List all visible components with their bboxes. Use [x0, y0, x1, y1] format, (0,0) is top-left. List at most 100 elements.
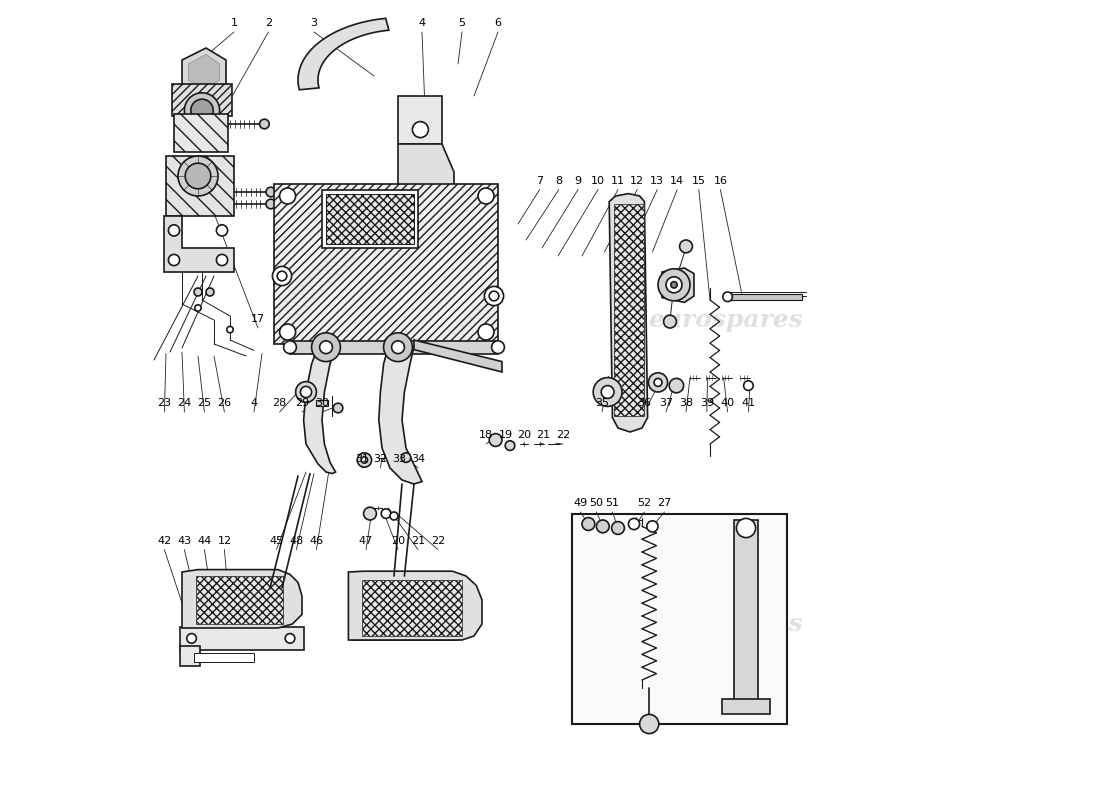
- Bar: [173, 84, 232, 116]
- Circle shape: [266, 187, 276, 197]
- Text: 23: 23: [157, 398, 172, 408]
- Bar: [572, 514, 786, 724]
- Text: 12: 12: [218, 536, 231, 546]
- Bar: [274, 184, 498, 344]
- Circle shape: [490, 434, 502, 446]
- Circle shape: [311, 333, 340, 362]
- Circle shape: [217, 225, 228, 236]
- Text: 29: 29: [295, 398, 309, 408]
- Text: 38: 38: [679, 398, 693, 408]
- Bar: [174, 114, 229, 152]
- Text: 5: 5: [459, 18, 465, 28]
- Text: 15: 15: [692, 176, 706, 186]
- Circle shape: [736, 518, 756, 538]
- Text: 18: 18: [478, 430, 493, 440]
- Circle shape: [187, 634, 197, 643]
- Text: 12: 12: [630, 176, 645, 186]
- Text: 49: 49: [573, 498, 587, 508]
- Text: 48: 48: [289, 536, 304, 546]
- Polygon shape: [304, 346, 336, 474]
- Bar: [726, 294, 802, 300]
- Text: 34: 34: [411, 454, 425, 464]
- Circle shape: [358, 453, 372, 467]
- Text: 1: 1: [231, 18, 238, 28]
- Bar: [180, 627, 305, 650]
- Circle shape: [333, 403, 343, 413]
- Circle shape: [320, 341, 332, 354]
- Bar: [398, 96, 442, 144]
- Circle shape: [185, 163, 211, 189]
- Polygon shape: [414, 340, 502, 372]
- Bar: [166, 156, 234, 216]
- Text: 21: 21: [537, 430, 551, 440]
- Circle shape: [490, 291, 498, 301]
- Text: 30: 30: [315, 398, 329, 408]
- Circle shape: [390, 512, 398, 520]
- Circle shape: [612, 522, 625, 534]
- Text: 8: 8: [556, 176, 562, 186]
- Text: 51: 51: [605, 498, 619, 508]
- Text: 40: 40: [720, 398, 735, 408]
- Circle shape: [279, 324, 296, 340]
- Circle shape: [300, 386, 311, 398]
- Polygon shape: [188, 54, 220, 90]
- Bar: [290, 341, 498, 354]
- Text: 2: 2: [265, 18, 272, 28]
- Bar: [174, 114, 229, 152]
- Text: 39: 39: [700, 398, 714, 408]
- Text: 24: 24: [177, 398, 191, 408]
- Circle shape: [277, 271, 287, 281]
- Circle shape: [628, 518, 639, 530]
- Text: 43: 43: [177, 536, 191, 546]
- Bar: [180, 646, 200, 666]
- Bar: [197, 576, 283, 624]
- Circle shape: [671, 282, 678, 288]
- Circle shape: [168, 254, 179, 266]
- Text: 4: 4: [251, 398, 257, 408]
- Circle shape: [178, 156, 218, 196]
- Text: 13: 13: [650, 176, 664, 186]
- Circle shape: [266, 199, 276, 209]
- Text: 7: 7: [536, 176, 543, 186]
- Circle shape: [217, 254, 228, 266]
- Bar: [197, 576, 283, 624]
- Text: 22: 22: [556, 430, 570, 440]
- Text: 10: 10: [591, 176, 605, 186]
- Text: 45: 45: [270, 536, 284, 546]
- Text: 46: 46: [309, 536, 323, 546]
- Circle shape: [492, 341, 505, 354]
- Polygon shape: [662, 268, 694, 302]
- Text: 19: 19: [499, 430, 513, 440]
- Circle shape: [168, 225, 179, 236]
- Circle shape: [669, 378, 683, 393]
- Circle shape: [273, 266, 292, 286]
- Text: 41: 41: [741, 398, 756, 408]
- Bar: [274, 184, 498, 344]
- Circle shape: [723, 292, 733, 302]
- Text: 21: 21: [411, 536, 425, 546]
- Circle shape: [296, 382, 317, 402]
- Text: eurospares: eurospares: [649, 612, 803, 636]
- Text: 25: 25: [197, 398, 211, 408]
- Text: 20: 20: [390, 536, 405, 546]
- Text: eurospares: eurospares: [297, 308, 451, 332]
- Text: 26: 26: [218, 398, 231, 408]
- Circle shape: [382, 509, 390, 518]
- Circle shape: [260, 119, 270, 129]
- Circle shape: [478, 324, 494, 340]
- Bar: [362, 580, 462, 636]
- Circle shape: [744, 381, 754, 390]
- Circle shape: [654, 378, 662, 386]
- Text: 32: 32: [373, 454, 387, 464]
- Bar: [614, 204, 645, 416]
- Circle shape: [658, 269, 690, 301]
- Text: 3: 3: [310, 18, 318, 28]
- Text: 36: 36: [637, 398, 651, 408]
- Polygon shape: [609, 194, 648, 432]
- Polygon shape: [349, 571, 482, 640]
- Text: 37: 37: [659, 398, 673, 408]
- Polygon shape: [298, 18, 389, 90]
- Text: 28: 28: [273, 398, 287, 408]
- Circle shape: [384, 333, 412, 362]
- Circle shape: [639, 714, 659, 734]
